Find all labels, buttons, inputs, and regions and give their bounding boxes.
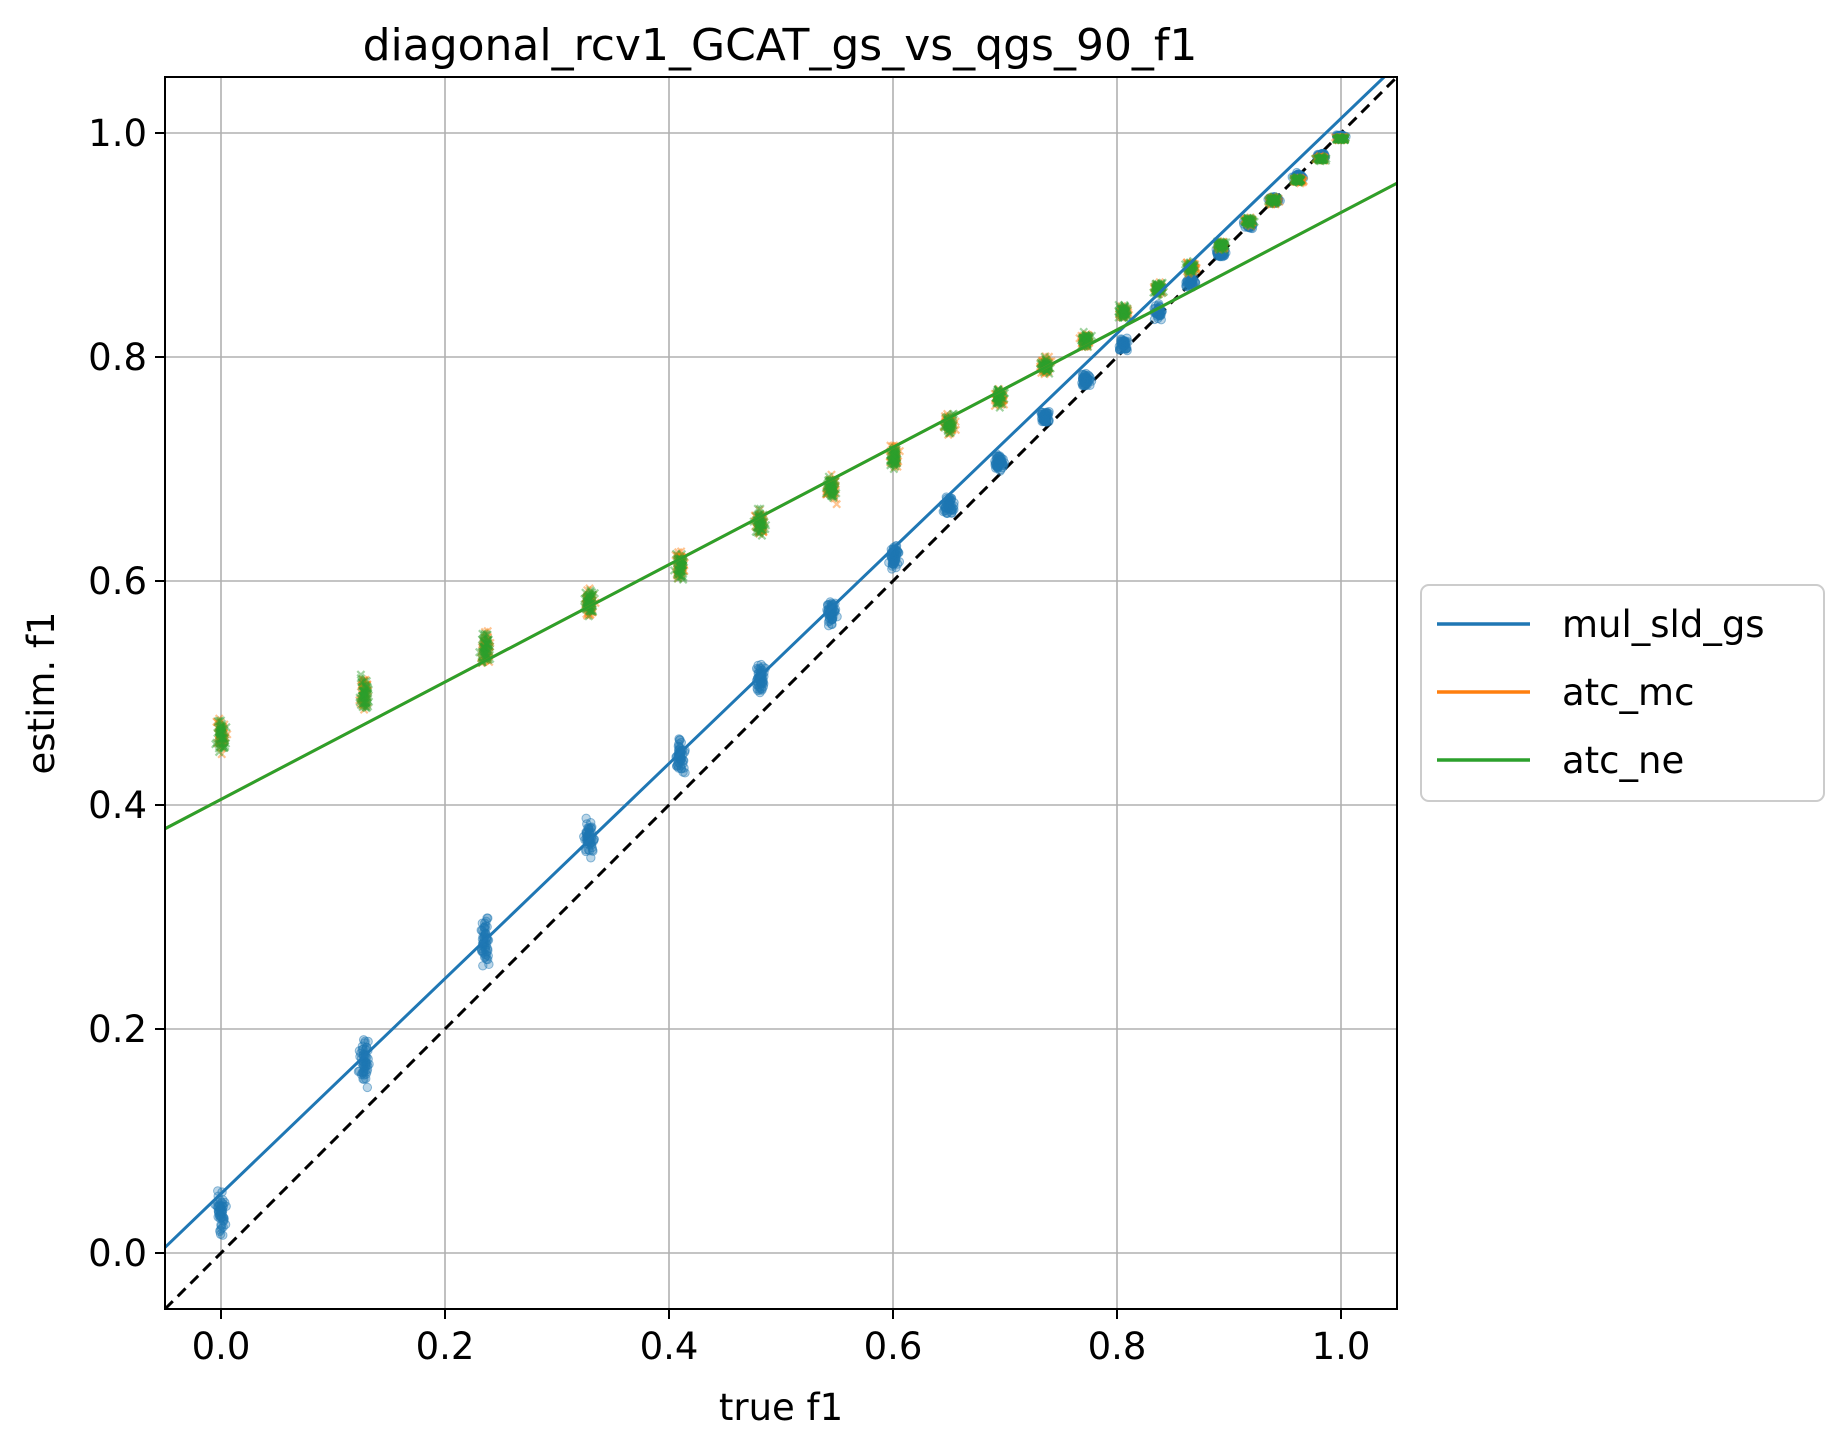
data-point [674,758,685,768]
y-axis-label: estim. f1 [20,612,63,775]
data-point [584,846,595,856]
legend: mul_sld_gs atc_mc atc_ne [1420,584,1825,802]
y-tick-label: 0.0 [88,1232,147,1275]
data-point [1086,376,1097,386]
data-point [484,959,494,970]
diagonal-line [163,75,1399,1311]
data-point [938,506,949,517]
legend-label: atc_mc [1562,671,1694,714]
x-tick-label: 0.2 [416,1325,475,1368]
data-point [887,561,898,571]
data-point [362,1082,373,1093]
grid [165,77,1397,1309]
data-point [358,1044,368,1055]
data-point [894,557,905,567]
diagonal-reference [163,75,1399,1311]
y-tick-label: 0.4 [88,784,147,827]
data-point [363,1036,373,1047]
data-point [479,927,489,938]
data-point [996,464,1006,475]
data-point [359,1074,369,1084]
data-point [581,813,591,824]
data-point [678,767,688,777]
y-tick-label: 0.8 [88,336,147,379]
data-point [581,845,591,855]
legend-label: mul_sld_gs [1562,603,1765,646]
data-point [893,547,904,558]
data-point [1119,336,1129,347]
data-point [1040,415,1050,425]
x-axis-label: true f1 [719,1386,843,1429]
y-tick-label: 0.6 [88,560,147,603]
data-point [215,1226,225,1237]
data-point [353,1066,364,1077]
data-point [361,1061,371,1072]
legend-label: atc_ne [1562,739,1684,782]
data-point [481,950,492,960]
data-point [1038,407,1048,418]
x-tick-label: 0.6 [864,1325,923,1368]
y-tick-label: 0.2 [88,1008,147,1051]
data-point [483,913,493,923]
data-point [827,614,837,625]
x-tick-label: 0.4 [640,1325,699,1368]
data-point [358,1067,369,1077]
x-tick-label: 0.0 [192,1325,251,1368]
x-tick-label: 0.8 [1088,1325,1147,1368]
chart-title: diagonal_rcv1_GCAT_gs_vs_qgs_90_f1 [363,20,1198,71]
data-point [213,1208,224,1218]
data-point [827,619,837,630]
y-tick-label: 1.0 [88,112,147,155]
x-tick-label: 1.0 [1312,1325,1371,1368]
data-point [675,735,685,745]
data-point [949,501,959,511]
data-point [214,1200,224,1210]
